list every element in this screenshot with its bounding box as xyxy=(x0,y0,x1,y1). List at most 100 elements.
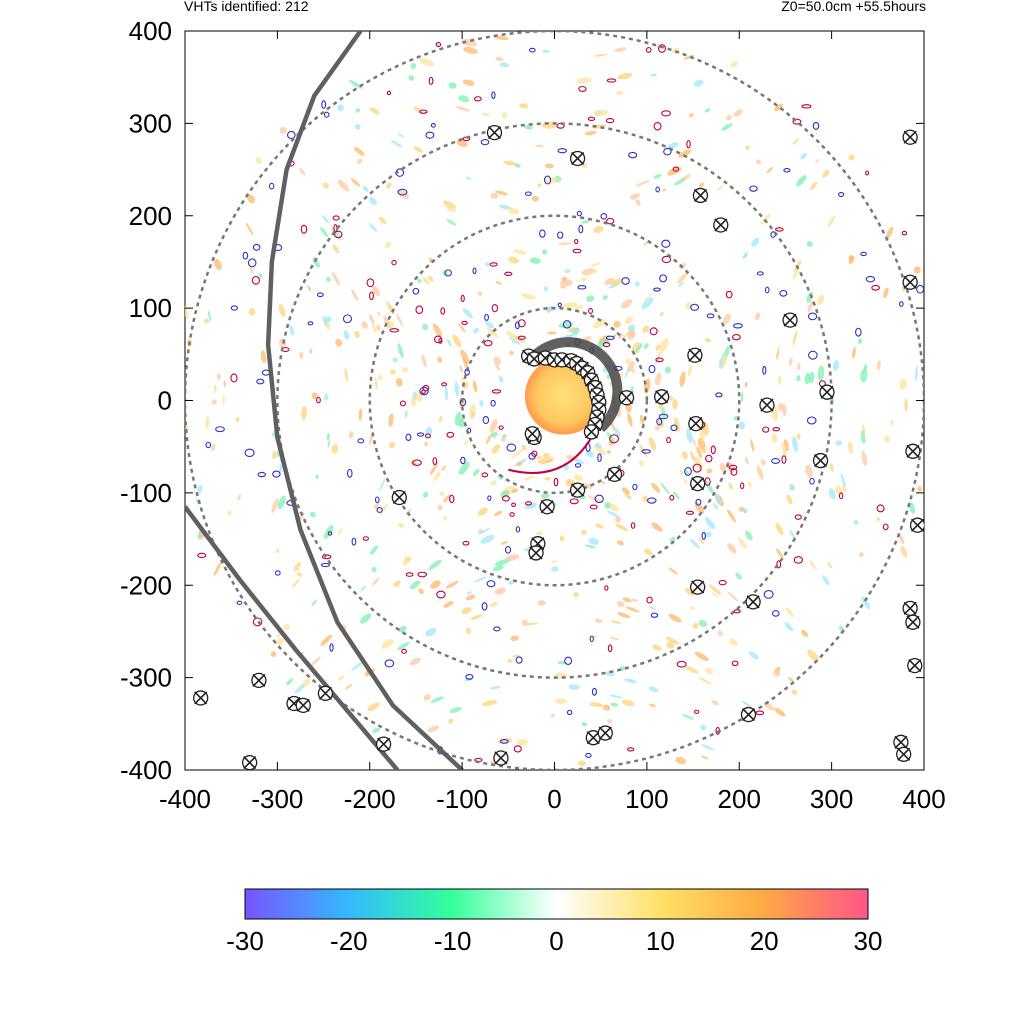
vorticity-blob xyxy=(408,75,415,81)
vorticity-blob xyxy=(324,393,328,401)
vorticity-blob xyxy=(343,330,350,340)
vorticity-blob xyxy=(321,214,329,224)
contour-loop xyxy=(514,321,520,330)
contour-loop xyxy=(256,378,265,385)
vorticity-blob xyxy=(490,480,497,486)
contour-loop xyxy=(509,512,515,517)
vorticity-blob xyxy=(299,351,304,359)
contour-loop xyxy=(441,382,448,387)
y-tick-labels: -400 -300 -200 -100 0 100 200 300 400 xyxy=(120,16,172,785)
vht-marker xyxy=(524,426,540,442)
contour-loop xyxy=(316,396,321,404)
vorticity-blob xyxy=(568,684,580,690)
contour-loop xyxy=(517,319,526,328)
contour-loop xyxy=(397,188,408,196)
vorticity-blob xyxy=(628,324,636,332)
vorticity-blob xyxy=(701,755,709,760)
contour-loop xyxy=(645,46,652,53)
vorticity-blob xyxy=(227,510,232,516)
vorticity-blob xyxy=(756,464,764,480)
vorticity-blob xyxy=(822,169,830,178)
vorticity-blob xyxy=(860,368,868,383)
x-tick-labels: -400 -300 -200 -100 0 100 200 300 400 xyxy=(159,784,946,814)
contour-loop xyxy=(435,41,442,48)
vorticity-blob xyxy=(581,722,588,727)
vorticity-blob xyxy=(245,222,254,236)
vorticity-blob xyxy=(621,699,635,707)
contour-loop xyxy=(332,215,340,221)
vorticity-blob xyxy=(203,318,210,324)
vorticity-blob xyxy=(386,182,392,189)
contour-loop xyxy=(650,612,659,618)
x-tick-label: 300 xyxy=(810,784,853,814)
contour-loop xyxy=(424,433,431,439)
vorticity-blob xyxy=(508,207,520,215)
vorticity-blob xyxy=(589,702,604,708)
vorticity-blob xyxy=(214,258,222,270)
vorticity-blob xyxy=(452,334,462,348)
vorticity-blob xyxy=(508,336,521,345)
vorticity-blob xyxy=(546,331,557,335)
vorticity-blob xyxy=(551,566,559,572)
contour-loop xyxy=(391,259,397,266)
contour-loop xyxy=(605,335,615,341)
contour-loop xyxy=(661,239,671,248)
vorticity-blob xyxy=(648,605,657,610)
contour-loop xyxy=(646,596,653,604)
vorticity-blob xyxy=(586,270,599,275)
vorticity-blob xyxy=(466,591,472,595)
vorticity-blob xyxy=(602,704,611,711)
vorticity-blob xyxy=(727,543,737,554)
vorticity-blob xyxy=(415,391,423,402)
vorticity-blob xyxy=(624,366,630,379)
vorticity-blob xyxy=(376,324,381,331)
vorticity-blob xyxy=(693,79,704,87)
y-tick-label: -100 xyxy=(120,478,172,508)
vorticity-blob xyxy=(858,552,864,558)
vorticity-blob xyxy=(668,567,679,575)
contour-loop xyxy=(506,443,517,452)
x-tick-label: 400 xyxy=(902,784,945,814)
vorticity-blob xyxy=(659,311,664,317)
vorticity-blob xyxy=(785,607,794,617)
contour-loop xyxy=(566,709,573,716)
vht-marker xyxy=(902,129,918,145)
vht-marker xyxy=(569,150,586,167)
vorticity-blob xyxy=(847,441,854,454)
contour-loop xyxy=(649,327,658,336)
x-tick-label: 200 xyxy=(718,784,761,814)
vorticity-blob xyxy=(395,377,403,387)
contour-loop xyxy=(422,384,430,392)
vorticity-blob xyxy=(593,226,604,233)
vorticity-blob xyxy=(733,109,743,117)
contour-loop xyxy=(606,78,617,83)
vorticity-blob xyxy=(378,216,387,225)
vorticity-blob xyxy=(237,493,242,502)
contour-loop xyxy=(482,416,490,425)
vorticity-blob xyxy=(332,244,340,254)
vorticity-blob xyxy=(563,464,570,471)
vorticity-blob xyxy=(581,483,593,489)
contour-loop xyxy=(812,121,820,130)
vorticity-blob xyxy=(574,458,584,465)
vht-marker xyxy=(692,187,709,204)
colorbar-tick-label: 0 xyxy=(549,926,563,956)
vorticity-blob xyxy=(430,696,445,703)
contour-loop xyxy=(756,271,764,276)
vht-marker xyxy=(193,690,209,706)
vorticity-blob xyxy=(832,360,840,372)
vorticity-blob xyxy=(735,572,742,580)
colorbar-tick-label: -10 xyxy=(434,926,472,956)
vorticity-blob xyxy=(470,614,483,620)
colorbar-tick-label: 20 xyxy=(750,926,779,956)
vorticity-blob xyxy=(672,399,678,410)
vorticity-blob xyxy=(690,451,696,462)
vorticity-blob xyxy=(689,538,700,549)
contour-loop xyxy=(274,570,281,576)
contour-loop xyxy=(438,337,443,344)
vorticity-blob xyxy=(625,358,632,365)
vorticity-blob xyxy=(655,344,661,352)
vorticity-blob xyxy=(544,477,551,481)
vorticity-blob xyxy=(459,365,463,373)
contour-loop xyxy=(417,571,428,578)
